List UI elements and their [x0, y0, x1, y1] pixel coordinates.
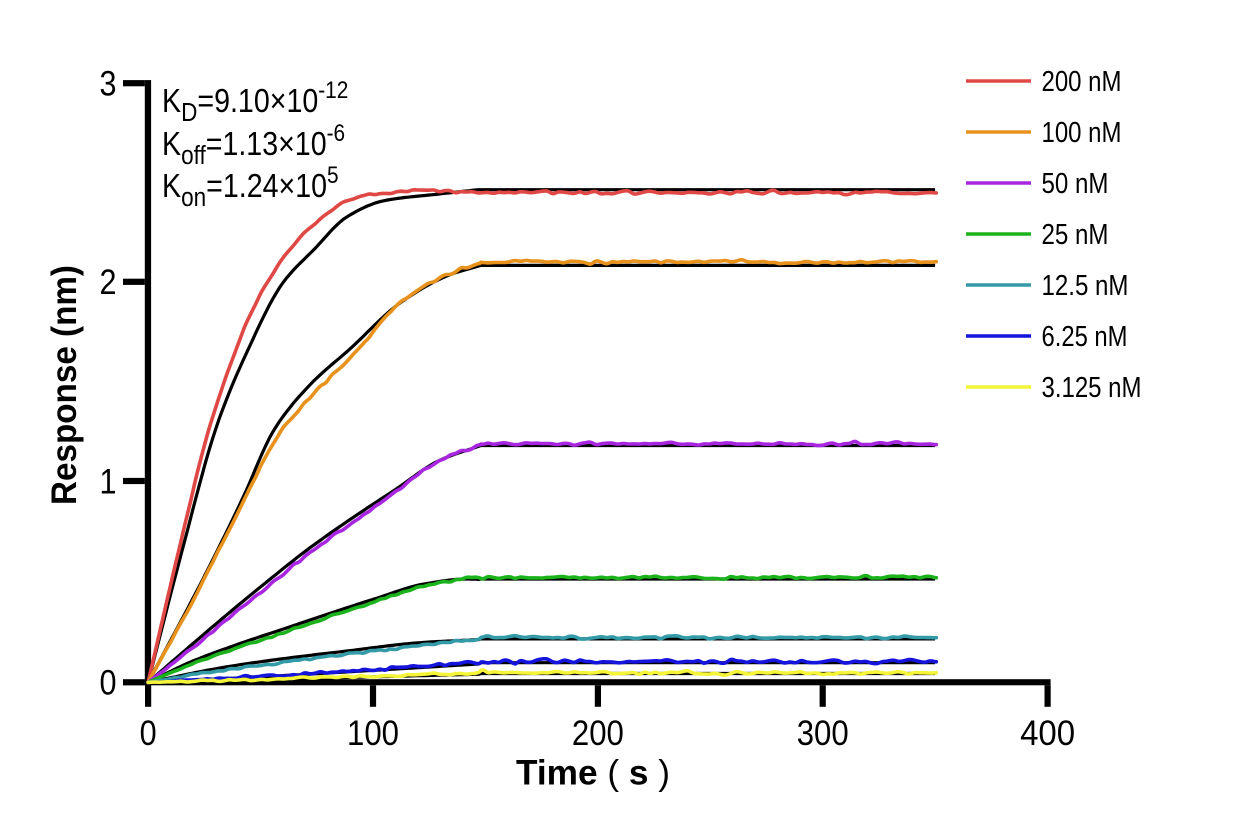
svg-text:300: 300	[797, 714, 849, 753]
svg-text:0: 0	[140, 714, 157, 753]
svg-text:0: 0	[100, 664, 117, 703]
svg-text:Time ( s ): Time ( s )	[516, 754, 670, 793]
svg-text:6.25 nM: 6.25 nM	[1042, 321, 1128, 353]
svg-text:100: 100	[347, 714, 399, 753]
svg-text:1: 1	[100, 462, 117, 501]
svg-text:12.5 nM: 12.5 nM	[1042, 270, 1129, 302]
svg-text:3: 3	[100, 65, 117, 104]
svg-text:25 nM: 25 nM	[1042, 219, 1109, 251]
svg-text:Koff=1.13×10-6: Koff=1.13×10-6	[162, 120, 345, 171]
svg-text:50 nM: 50 nM	[1042, 168, 1109, 200]
svg-text:200 nM: 200 nM	[1042, 66, 1122, 98]
svg-text:2: 2	[100, 263, 117, 302]
svg-text:200: 200	[572, 714, 624, 753]
svg-text:KD=9.10×10-12: KD=9.10×10-12	[162, 77, 348, 128]
svg-text:100 nM: 100 nM	[1042, 117, 1122, 149]
svg-text:3.125 nM: 3.125 nM	[1042, 372, 1142, 404]
svg-text:400: 400	[1020, 714, 1075, 753]
svg-text:Response (nm): Response (nm)	[45, 265, 84, 505]
